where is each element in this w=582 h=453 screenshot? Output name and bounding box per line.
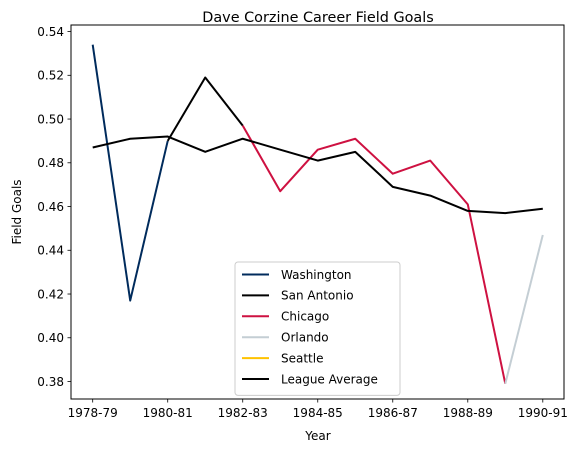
series-line-league-average <box>92 135 543 215</box>
legend: Washington San Antonio Chicago Orlando Seatt… <box>234 261 401 396</box>
y-tick-label: 0.50 <box>37 112 64 126</box>
legend-frame <box>234 261 401 396</box>
x-tick-label: 1980-81 <box>143 406 193 420</box>
series-line-washington <box>91 44 169 302</box>
legend-label: Chicago <box>281 310 329 324</box>
x-tick-label: 1988-89 <box>443 406 493 420</box>
y-tick-label: 0.54 <box>37 25 64 39</box>
x-tick-label: 1990-91 <box>518 406 568 420</box>
series-line-orlando <box>504 234 544 384</box>
x-tick-label: 1978-79 <box>68 406 118 420</box>
x-tick-label: 1982-83 <box>218 406 268 420</box>
x-axis-label: Year <box>304 429 330 443</box>
y-tick-label: 0.44 <box>37 244 64 258</box>
y-axis-label: Field Goals <box>10 179 24 244</box>
legend-label: Seattle <box>281 351 323 365</box>
series-layer <box>91 44 544 384</box>
chart-title: Dave Corzine Career Field Goals <box>202 10 433 26</box>
legend-label: League Average <box>281 372 378 386</box>
legend-label: Orlando <box>281 331 329 345</box>
series-line-san-antonio <box>166 76 244 142</box>
y-tick-label: 0.40 <box>37 331 64 345</box>
y-tick-label: 0.46 <box>37 200 64 214</box>
y-axis-ticks: 0.38 0.40 0.42 0.44 0.46 0.48 0.50 0.52 0.54 <box>37 25 71 389</box>
series-line-chicago <box>241 125 507 384</box>
x-tick-label: 1986-87 <box>368 406 418 420</box>
legend-label: San Antonio <box>281 289 354 303</box>
y-tick-label: 0.38 <box>37 375 64 389</box>
x-tick-label: 1984-85 <box>293 406 343 420</box>
y-tick-label: 0.42 <box>37 287 64 301</box>
y-tick-label: 0.52 <box>37 69 64 83</box>
x-axis-ticks: 1978-79 1980-81 1982-83 1984-85 1986-87 1988-… <box>68 399 568 420</box>
legend-label: Washington <box>281 268 352 282</box>
y-tick-label: 0.48 <box>37 156 64 170</box>
